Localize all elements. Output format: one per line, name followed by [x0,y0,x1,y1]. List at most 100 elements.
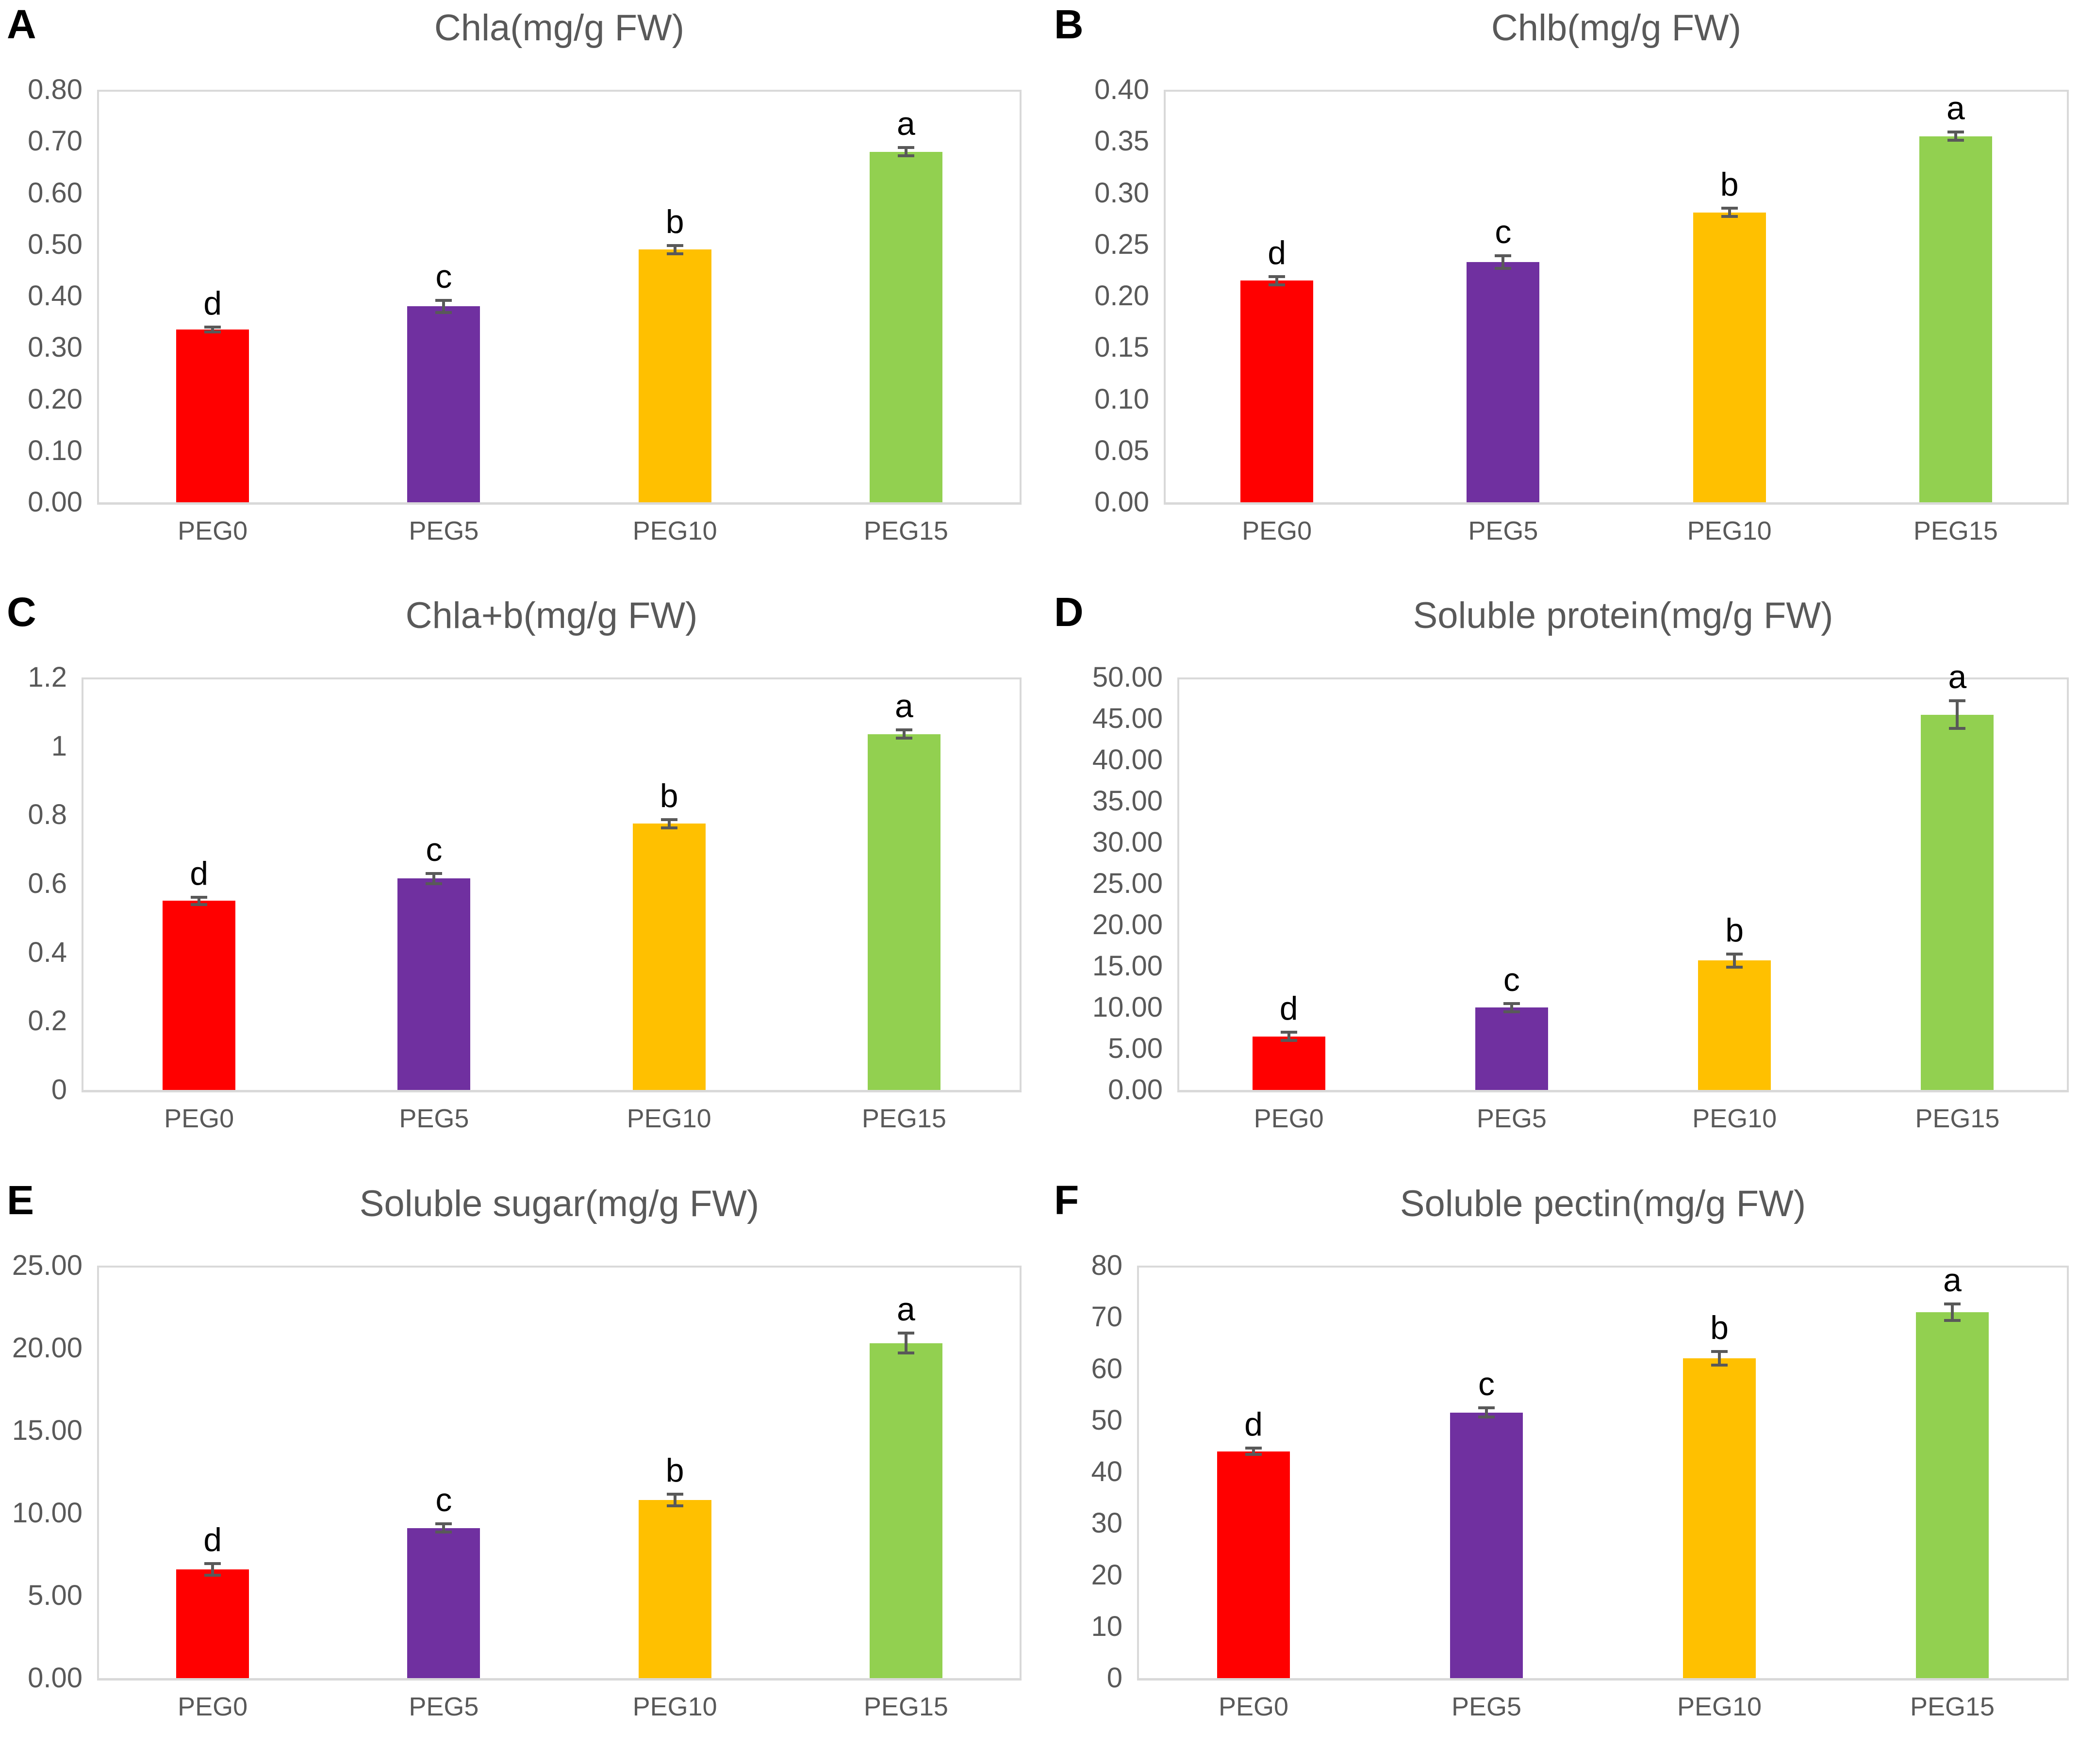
error-bar-line [432,873,436,884]
y-tick-label: 70 [1091,1301,1122,1333]
error-bar-cap [660,826,677,829]
y-tick-label: 0.60 [28,177,82,209]
panel-d: D Soluble protein(mg/g FW) 0.00 5.00 10.00… [1047,588,2095,1176]
significance-letter: c [1495,214,1512,251]
bar-peg10 [1683,1358,1756,1678]
error-bar-cap [1478,1406,1495,1410]
panel-letter-f: F [1054,1177,1079,1223]
error-bar-line [673,1494,676,1506]
chart-title-e: Soluble sugar(mg/g FW) [359,1183,759,1224]
bar-peg0 [1240,280,1314,502]
panel-b: B Chlb(mg/g FW) 0.00 0.05 0.10 0.15 0.20 0.25… [1047,0,2095,588]
chart-title-c: Chla+b(mg/g FW) [405,595,698,636]
error-bar-cap [435,298,452,302]
y-tick-label: 0.00 [1108,1074,1163,1105]
error-bar-line [211,327,214,332]
error-bar-cap [204,330,221,334]
error-bar-cap [426,882,443,885]
bar-peg5 [397,878,471,1090]
x-category-label: PEG5 [409,1692,479,1721]
panel-letter-a: A [7,1,36,47]
error-bar-line [1287,1032,1290,1040]
significance-letter: b [660,777,678,814]
y-tick-label: 20.00 [1092,909,1163,940]
bar-peg0 [1252,1036,1325,1090]
error-bar-cap [1495,266,1512,270]
x-category-label: PEG10 [627,1104,711,1133]
error-bar-cap [1280,1031,1297,1034]
significance-letter: b [1710,1309,1729,1347]
error-bar-cap [666,244,683,247]
error-bar-cap [1495,254,1512,258]
y-tick-label: 5.00 [1108,1033,1163,1064]
x-category-label: PEG0 [1218,1692,1289,1721]
y-tick-label: 0.10 [28,434,82,466]
error-bar-line [211,1563,214,1575]
y-tick-label: 0.35 [1094,125,1149,157]
y-tick-label: 15.00 [1092,950,1163,982]
significance-letter: c [1503,961,1520,998]
error-bar-cap [435,1531,452,1534]
error-bar-cap [1944,1302,1961,1305]
error-bar-line [1728,208,1731,217]
y-tick-label: 45.00 [1092,703,1163,734]
x-category-label: PEG10 [1677,1692,1762,1721]
error-bar-cap [1245,1447,1262,1450]
bar-peg15 [1919,136,1992,502]
error-bar-cap [895,728,912,732]
error-bar-cap [1726,952,1743,956]
y-tick-label: 0.40 [1094,74,1149,105]
significance-letter: b [665,203,684,240]
error-bar-cap [1947,139,1964,142]
error-bar-cap [897,146,914,149]
y-tick-label: 0.80 [28,74,82,105]
panel-letter-c: C [7,589,36,635]
error-bar-line [1485,1408,1488,1418]
error-bar-cap [1949,727,1966,730]
error-bar-cap [1726,965,1743,969]
significance-letter: d [203,1521,222,1558]
error-bar-cap [1503,1010,1520,1013]
significance-letter: b [665,1451,684,1489]
error-bar-cap [191,903,208,906]
y-tick-label: 60 [1091,1352,1122,1385]
y-tick-label: 0.4 [28,936,67,968]
y-tick-label: 10 [1091,1610,1122,1642]
panel-c: C Chla+b(mg/g FW) 0 0.2 0.4 0.6 0.8 1 1.2 d c b a… [0,588,1047,1176]
significance-letter: a [894,688,913,725]
error-bar-line [673,245,676,254]
error-bar-cap [1280,1039,1297,1042]
significance-letter: d [1244,1406,1263,1443]
error-bar-line [198,897,201,905]
bar-peg10 [632,824,706,1090]
chart-title-a: Chla(mg/g FW) [434,7,685,49]
y-tick-label: 0.8 [28,799,67,831]
error-bar-line [1275,276,1279,285]
plot-area-e [97,1266,1022,1681]
error-bar-line [1501,256,1505,268]
x-category-label: PEG0 [1242,516,1312,545]
significance-letter: a [896,1291,915,1328]
error-bar-cap [897,1332,914,1335]
significance-letter: c [435,258,452,295]
error-bar-cap [666,252,683,255]
error-bar-cap [204,1573,221,1577]
error-bar-line [904,1333,907,1353]
y-tick-label: 0.40 [28,280,82,312]
error-bar-cap [191,896,208,899]
error-bar-cap [1503,1002,1520,1005]
y-tick-label: 0.05 [1094,434,1149,466]
error-bar-cap [204,325,221,329]
error-bar-cap [1949,699,1966,702]
x-category-label: PEG5 [1476,1104,1547,1133]
significance-letter: d [203,284,222,322]
bar-peg15 [869,151,942,502]
x-category-label: PEG5 [409,516,479,545]
y-tick-label: 30 [1091,1507,1122,1539]
error-bar-cap [1269,275,1286,278]
significance-letter: c [426,831,443,868]
x-category-label: PEG15 [1915,1104,2000,1133]
error-bar-cap [426,872,443,875]
y-tick-label: 0.25 [1094,228,1149,260]
